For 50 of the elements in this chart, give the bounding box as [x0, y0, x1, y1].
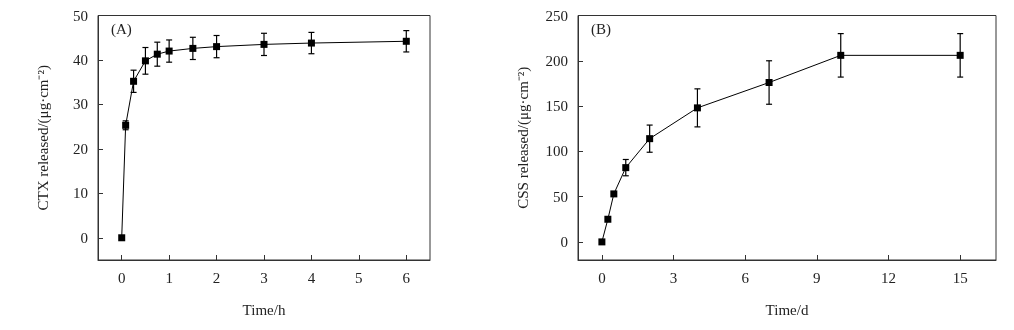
point — [956, 51, 964, 59]
x-tick-label: 1 — [165, 269, 173, 286]
point — [765, 79, 773, 87]
point — [118, 234, 126, 242]
x-tick-label: 0 — [117, 269, 126, 286]
x-axis-title: Time/d — [765, 301, 809, 318]
y-tick-label: 100 — [545, 143, 568, 160]
point — [130, 77, 138, 85]
x-tick-label: 0 — [598, 269, 606, 286]
x-tick-label: 6 — [402, 269, 411, 286]
y-tick-label: 50 — [553, 188, 568, 205]
x-tick-label: 2 — [212, 269, 221, 286]
y-tick-label: 0 — [560, 233, 568, 250]
point — [141, 57, 149, 65]
point — [837, 51, 845, 59]
x-tick-label: 3 — [669, 269, 678, 286]
chart-title: (B) — [591, 20, 611, 38]
y-tick-label: 30 — [73, 96, 88, 113]
x-axis-title: Time/h — [242, 301, 286, 318]
point — [693, 104, 701, 112]
x-tick-label: 5 — [355, 269, 363, 286]
y-tick-label: 50 — [73, 7, 88, 24]
point — [213, 43, 221, 51]
point — [402, 37, 410, 45]
x-tick-label: 12 — [881, 269, 897, 286]
point — [307, 39, 315, 47]
y-tick-label: 20 — [73, 140, 88, 157]
point — [153, 50, 161, 58]
y-axis-title: CSS released/(μg·cm⁻²) — [514, 66, 532, 209]
point — [598, 238, 606, 246]
y-axis-title: CTX released/(μg·cm⁻²) — [34, 65, 52, 211]
point — [646, 135, 654, 143]
y-tick-label: 250 — [545, 7, 568, 24]
y-tick-label: 0 — [80, 229, 88, 246]
point — [622, 164, 630, 172]
point — [604, 215, 612, 223]
y-tick-label: 150 — [545, 98, 568, 115]
point — [165, 47, 173, 55]
x-tick-label: 9 — [813, 269, 821, 286]
point — [610, 190, 618, 198]
chart-title: (A) — [111, 20, 132, 38]
x-tick-label: 4 — [307, 269, 316, 286]
x-tick-label: 6 — [741, 269, 750, 286]
point — [189, 44, 197, 52]
point — [260, 40, 268, 48]
y-tick-label: 40 — [73, 51, 88, 68]
y-tick-label: 10 — [73, 185, 88, 202]
x-tick-label: 15 — [952, 269, 968, 286]
x-tick-label: 3 — [260, 269, 268, 286]
y-tick-label: 200 — [545, 52, 568, 69]
